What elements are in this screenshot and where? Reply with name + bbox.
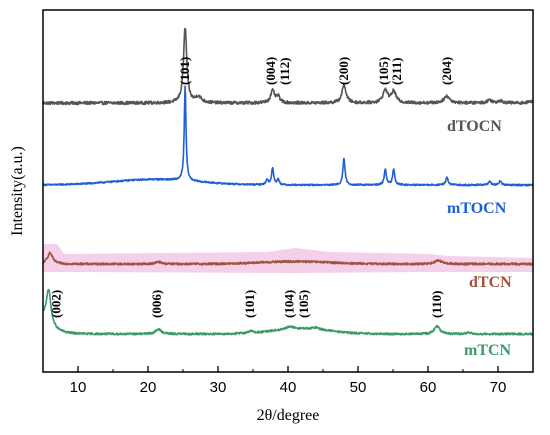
series-line-dTOCN (42, 27, 534, 106)
x-tick-label: 70 (490, 379, 507, 396)
series-label-dTOCN: dTOCN (447, 118, 502, 135)
peak-label-dTOCN: (211) (389, 58, 404, 85)
peak-label-mTCN: (101) (242, 290, 257, 318)
series-line-mTCN (42, 288, 534, 336)
peak-label-dTOCN: (200) (336, 57, 351, 85)
peak-label-dTOCN: (112) (277, 58, 292, 85)
dTCN-highlight-band (43, 244, 533, 273)
x-axis-ticks: 10 20 30 40 50 60 70 (42, 366, 534, 396)
peak-label-mTCN: (110) (429, 291, 444, 318)
x-tick-label: 30 (210, 379, 227, 396)
x-tick-label: 60 (420, 379, 437, 396)
peak-labels: (101) (004) (112) (200) (105)(211) (204)(002)… (48, 57, 454, 318)
series-line-mTOCN (42, 85, 534, 187)
x-tick-label: 20 (140, 379, 157, 396)
peak-label-mTCN: (002) (48, 290, 63, 318)
series-lines (42, 27, 534, 336)
peak-label-mTCN: (105) (296, 290, 311, 318)
x-axis-title: 2θ/degree (257, 407, 320, 424)
peak-label-dTOCN: (004) (263, 57, 278, 85)
series-labels: dTOCN mTOCN dTCN mTCN (447, 118, 512, 359)
y-axis-title: Intensity(a.u.) (9, 146, 26, 236)
series-label-mTCN: mTCN (464, 342, 512, 359)
x-tick-label: 10 (70, 379, 87, 396)
peak-label-mTCN: (104) (281, 290, 296, 318)
highlight-bands (43, 244, 533, 273)
series-label-dTCN: dTCN (469, 274, 512, 291)
peak-label-dTOCN: (101) (177, 57, 192, 85)
x-tick-label: 50 (350, 379, 367, 396)
series-line-dTCN (42, 251, 534, 266)
peak-label-dTOCN: (204) (439, 57, 454, 85)
series-label-mTOCN: mTOCN (447, 200, 507, 217)
x-tick-label: 40 (280, 379, 297, 396)
peak-label-dTOCN: (105) (376, 57, 391, 85)
peak-label-mTCN: (006) (149, 290, 164, 318)
